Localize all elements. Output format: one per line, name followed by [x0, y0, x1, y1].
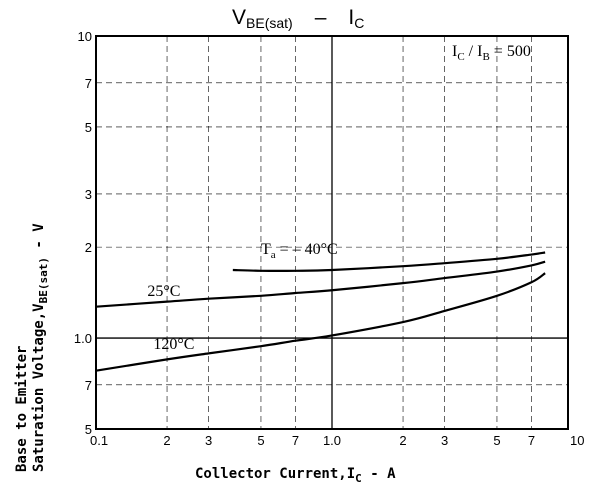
x-tick-label-0_2: 2 [163, 433, 170, 448]
x-tick-label-0_1: 0.1 [90, 433, 108, 448]
x-tick-labels: 0.1 2 3 5 7 1.0 2 3 5 7 10 [90, 433, 584, 448]
y-tick-label-0_7: 7 [85, 378, 92, 393]
y-axis-label-line1: Base to Emitter [14, 346, 30, 472]
curves [95, 251, 546, 372]
plot-frame [95, 35, 569, 430]
y-tick-label-5: 5 [85, 120, 92, 135]
title-main: V [232, 6, 246, 29]
x-tick-label-5: 5 [493, 433, 500, 448]
condition-label: IC / IB = 500 [452, 43, 531, 63]
y-axis-label-line2-sub: BE(sat) [37, 257, 50, 303]
title-dash: – [315, 6, 327, 29]
y-tick-label-10: 10 [78, 29, 92, 44]
series-label-0-suffix: = – 40°C [276, 241, 338, 258]
series-line-2 [95, 272, 546, 372]
x-tick-label-0_7: 7 [292, 433, 299, 448]
y-axis-label-line2: Saturation Voltage,VBE(sat) - V [31, 223, 50, 472]
series-label-2: 120°C [153, 336, 194, 353]
y-tick-labels: 5 7 1.0 2 3 5 7 10 [74, 29, 92, 437]
condition-value: = 500 [490, 43, 531, 60]
x-tick-label-2: 2 [399, 433, 406, 448]
y-tick-label-3: 3 [85, 187, 92, 202]
series-line-1 [95, 260, 546, 308]
x-tick-label-3: 3 [441, 433, 448, 448]
y-tick-label-2: 2 [85, 240, 92, 255]
series-label-1: 25°C [147, 283, 180, 300]
x-tick-label-7: 7 [528, 433, 535, 448]
x-tick-label-10: 10 [570, 433, 584, 448]
y-axis-label-line2-suffix: - V [31, 223, 47, 257]
condition-ib: / I [465, 43, 483, 60]
series-label-1-text: 25°C [147, 283, 180, 300]
condition-ic: I [452, 43, 457, 60]
x-tick-label-0_3: 3 [205, 433, 212, 448]
x-axis-label-suffix: - A [362, 466, 396, 482]
grid [95, 35, 569, 430]
x-axis-label: Collector Current,IC - A [195, 466, 396, 485]
series-label-0: Ta = – 40°C [261, 241, 338, 261]
series-label-0-prefix: T [261, 241, 271, 258]
y-axis-label: Base to Emitter Saturation Voltage,VBE(s… [14, 223, 50, 472]
condition-ib-sub: B [482, 51, 489, 63]
series-labels: Ta = – 40°C 25°C 120°C [147, 241, 337, 353]
x-axis-label-sub: C [355, 472, 362, 485]
condition-ic-sub: C [457, 51, 464, 63]
chart-title: VBE(sat) – IC [232, 6, 364, 31]
series-line-0 [232, 251, 546, 272]
title-main-sub: BE(sat) [246, 15, 293, 31]
y-tick-label-0_5: 5 [85, 422, 92, 437]
x-tick-label-0_5: 5 [257, 433, 264, 448]
title-right: I [348, 6, 354, 29]
y-axis-label-line2-text: Saturation Voltage,V [31, 303, 47, 472]
x-tick-label-1: 1.0 [323, 433, 341, 448]
series-label-0-sub: a [271, 249, 276, 261]
y-tick-label-1: 1.0 [74, 331, 92, 346]
y-tick-label-7: 7 [85, 76, 92, 91]
title-right-sub: C [354, 15, 364, 31]
series-label-2-text: 120°C [153, 336, 194, 353]
x-axis-label-text: Collector Current,I [195, 466, 355, 482]
